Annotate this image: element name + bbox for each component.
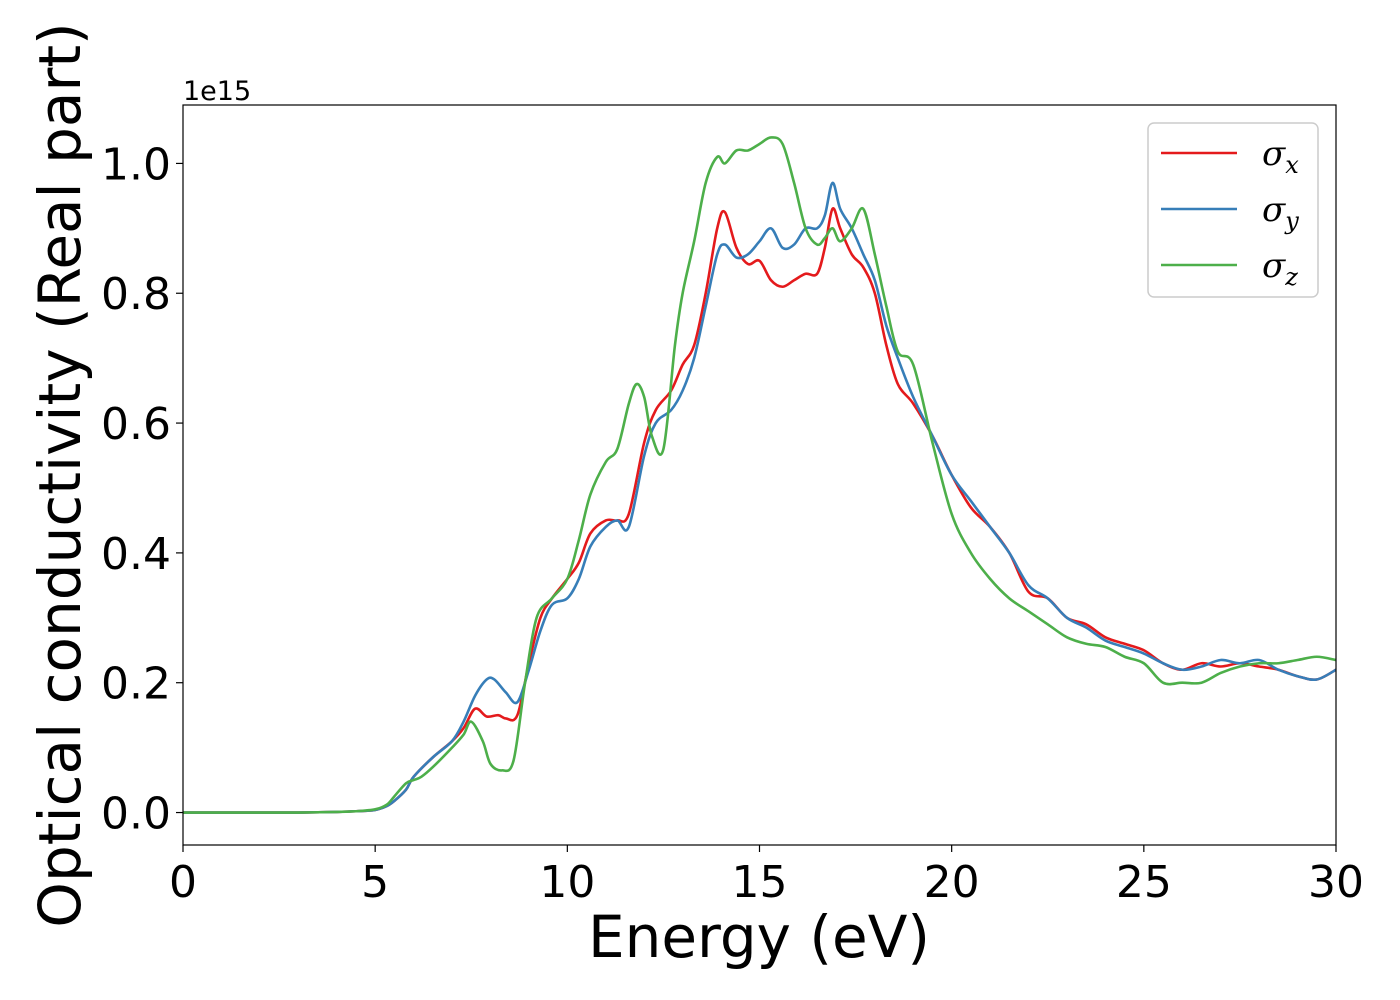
- y-tick-label: 0.2: [101, 659, 171, 710]
- y-axis-title: Optical conductivity (Real part): [26, 22, 94, 927]
- y-axis: 0.0 0.2 0.4 0.6 0.8 1.0: [101, 139, 183, 840]
- y-tick-label: 0.6: [101, 399, 171, 450]
- y-tick-label: 0.4: [101, 529, 171, 580]
- x-tick-label: 10: [539, 857, 595, 908]
- x-tick-label: 20: [924, 857, 980, 908]
- x-axis: 0 5 10 15 20 25 30: [169, 845, 1364, 908]
- x-axis-title: Energy (eV): [588, 903, 930, 971]
- legend-label-x: σx: [1262, 134, 1299, 179]
- legend-entries: σx σy σz: [1161, 134, 1299, 291]
- x-tick-label: 0: [169, 857, 197, 908]
- legend-label-y: σy: [1262, 190, 1299, 235]
- series-line-y: [183, 181, 1337, 814]
- x-tick-label: 15: [732, 857, 788, 908]
- x-tick-label: 30: [1308, 857, 1364, 908]
- y-tick-label: 0.0: [101, 789, 171, 840]
- y-tick-label: 1.0: [101, 139, 171, 190]
- series-layer: [183, 136, 1337, 814]
- x-tick-label: 5: [361, 857, 389, 908]
- x-tick-label: 25: [1116, 857, 1172, 908]
- legend-label-z: σz: [1262, 246, 1298, 291]
- legend: σx σy σz: [1147, 122, 1319, 298]
- plot-area: [182, 104, 1337, 846]
- series-line-z: [183, 136, 1337, 814]
- y-tick-label: 0.8: [101, 269, 171, 320]
- y-offset-label: 1e15: [183, 76, 251, 107]
